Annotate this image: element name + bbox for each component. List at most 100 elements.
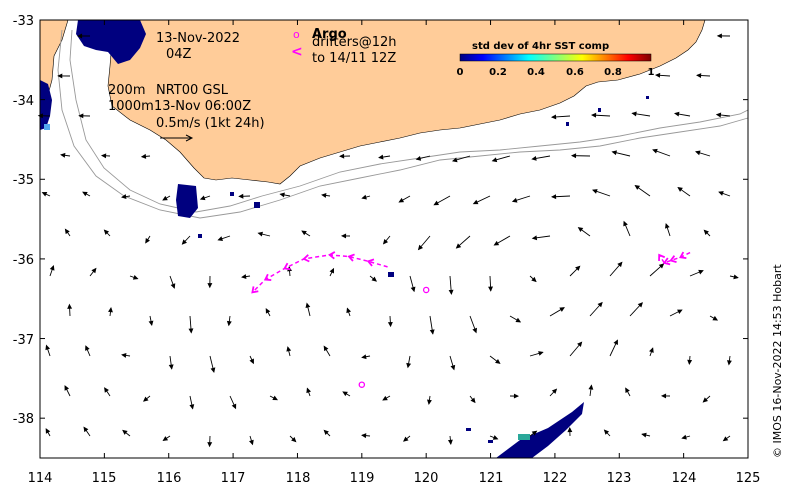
date-label: 13-Nov-2022 <box>156 31 240 46</box>
colorbar-tick-1: 1 <box>648 67 655 78</box>
drifter-marker-point <box>662 257 671 266</box>
current-vector <box>226 315 232 327</box>
current-vector <box>609 339 618 357</box>
current-vector <box>361 354 371 360</box>
current-vector <box>89 267 97 277</box>
current-vector <box>279 192 291 198</box>
current-vector <box>603 429 611 437</box>
current-vector <box>104 387 111 397</box>
current-vector <box>323 429 331 437</box>
current-vector <box>590 112 611 118</box>
current-vector <box>406 355 412 369</box>
current-vector <box>189 395 195 410</box>
current-vector <box>100 153 111 159</box>
sst-highlight <box>518 434 530 440</box>
current-vector <box>238 193 251 199</box>
axis-ticks <box>39 19 749 458</box>
current-vector <box>718 191 731 197</box>
lon-tick-125: 125 <box>736 471 761 486</box>
current-vector <box>529 351 544 357</box>
lon-tick-116: 116 <box>157 471 182 486</box>
time-label: 04Z <box>166 47 192 62</box>
drifter-label-1: drifters@12h <box>312 35 397 50</box>
current-vector <box>669 309 683 317</box>
current-vector <box>67 303 73 317</box>
current-vector <box>207 435 213 448</box>
current-vector <box>289 435 297 443</box>
sst-dot-1 <box>230 192 234 196</box>
current-vector <box>188 315 194 334</box>
product-label: NRT00 GSL <box>156 83 229 98</box>
drifter-marker-point <box>263 273 272 281</box>
current-vector <box>488 275 493 292</box>
drifter-marker-point <box>328 251 336 260</box>
current-vector <box>77 33 91 39</box>
current-vector <box>509 393 520 399</box>
current-vector <box>550 194 571 200</box>
drifter-marker-point <box>283 262 291 271</box>
current-vector <box>199 195 211 201</box>
current-vector <box>649 347 654 357</box>
lon-tick-121: 121 <box>479 471 504 486</box>
drifter-tracks <box>251 251 691 294</box>
sst-dot-5 <box>466 428 471 431</box>
current-vector <box>108 307 113 317</box>
current-vector <box>493 235 511 246</box>
lat-tick-33: -33 <box>13 14 34 29</box>
current-vector <box>269 395 279 401</box>
current-vector <box>529 430 538 437</box>
current-vector <box>569 341 583 357</box>
drifter-marker-point <box>658 253 666 261</box>
current-vector <box>531 235 551 241</box>
current-vector <box>567 426 573 437</box>
current-vector <box>469 315 478 334</box>
current-vector <box>429 315 435 335</box>
colorbar-ticks: 0 0.2 0.4 0.6 0.8 1 <box>457 67 655 78</box>
lon-tick-118: 118 <box>286 471 311 486</box>
current-vector <box>229 395 237 410</box>
current-vector <box>674 111 691 117</box>
current-vector <box>448 275 454 295</box>
colorbar-tick-0.6: 0.6 <box>566 67 584 78</box>
isobath-200m <box>69 29 749 213</box>
current-vector <box>361 194 371 200</box>
current-vector <box>346 307 352 317</box>
current-vector <box>451 155 471 163</box>
current-vector <box>489 355 501 364</box>
lat-tick-37: -37 <box>13 333 34 348</box>
sst-patch-cape <box>176 184 198 218</box>
current-vector <box>323 345 331 357</box>
current-vector <box>489 435 499 440</box>
sst-dot-9 <box>646 96 649 99</box>
current-vector <box>60 152 71 158</box>
current-vector <box>641 432 651 438</box>
current-vector <box>529 275 537 283</box>
current-vector <box>57 73 71 79</box>
current-vector <box>64 385 71 397</box>
current-vector <box>145 235 151 244</box>
current-vector <box>321 193 331 198</box>
current-vector <box>570 153 591 159</box>
current-vector <box>305 302 311 317</box>
sst-patch-west <box>40 80 52 130</box>
current-vector <box>45 428 51 437</box>
current-vector <box>148 315 154 327</box>
sst-dot-2 <box>254 202 260 208</box>
lon-tick-119: 119 <box>350 471 375 486</box>
colorbar-title: std dev of 4hr SST comp <box>472 41 609 52</box>
current-vector <box>169 275 176 289</box>
current-vector <box>41 192 51 197</box>
current-vector <box>45 344 51 357</box>
current-vector <box>703 229 711 237</box>
depth-200-label: 200m <box>108 83 145 98</box>
colorbar <box>459 53 652 62</box>
lat-tick-38: -38 <box>13 412 34 427</box>
current-vector <box>121 352 131 358</box>
current-vector <box>681 434 691 440</box>
current-vector <box>588 384 594 397</box>
drifter-path <box>251 254 388 293</box>
drifter-marker-point <box>669 255 677 264</box>
current-vector <box>339 153 351 159</box>
lon-axis-labels: 114 115 116 117 118 119 120 121 122 123 … <box>28 471 761 486</box>
argo-floats <box>358 286 430 388</box>
